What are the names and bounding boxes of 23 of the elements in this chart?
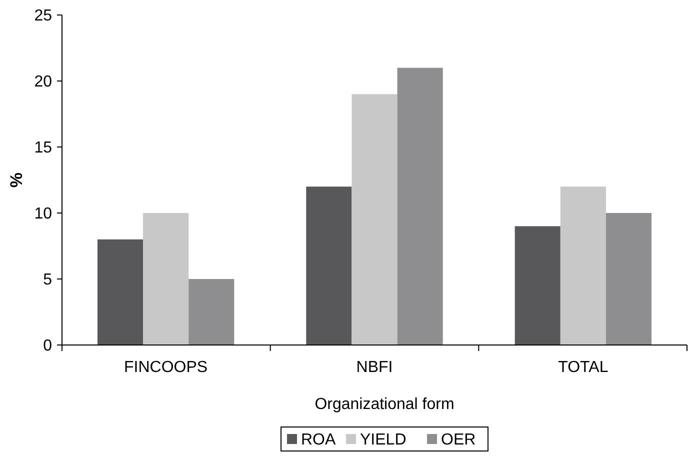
bar	[352, 94, 398, 345]
bar	[397, 68, 443, 345]
x-tick-label: NBFI	[356, 359, 393, 376]
y-tick-label: 0	[43, 338, 52, 355]
x-tick-label: FINCOOPS	[124, 359, 208, 376]
bar	[560, 186, 606, 345]
x-axis-title: Organizational form	[314, 396, 454, 413]
y-tick-label: 5	[43, 272, 52, 289]
y-tick-label: 20	[34, 74, 52, 91]
y-tick-label: 25	[34, 8, 52, 25]
legend-label: YIELD	[360, 432, 406, 449]
bar	[143, 213, 189, 345]
legend-label: ROA	[301, 432, 336, 449]
y-axis-title: %	[7, 172, 26, 188]
y-tick-label: 15	[34, 140, 52, 157]
bar	[306, 186, 352, 345]
y-tick-label: 10	[34, 206, 52, 223]
bar	[514, 226, 560, 345]
x-tick-label: TOTAL	[558, 359, 608, 376]
bar	[606, 213, 652, 345]
bar	[188, 279, 234, 345]
bar	[97, 239, 144, 345]
legend-label: OER	[441, 432, 476, 449]
